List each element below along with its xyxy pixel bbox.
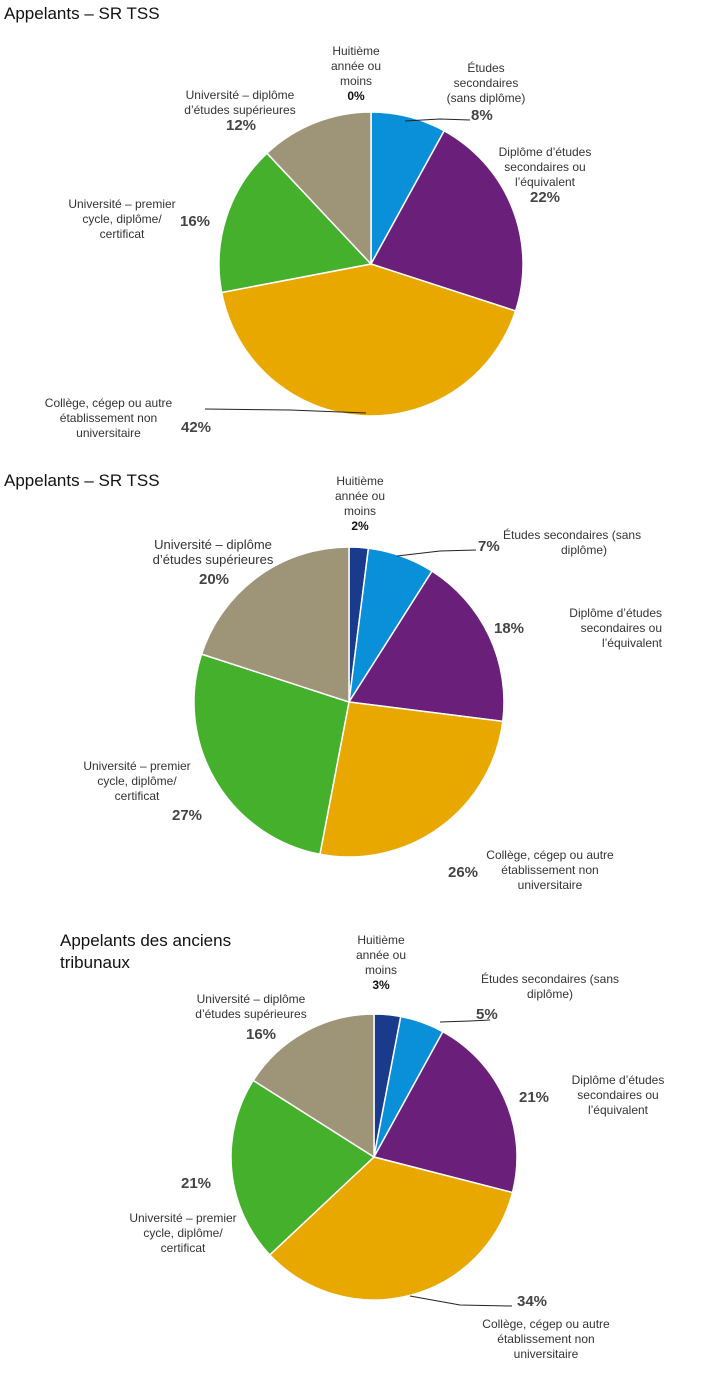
label-univ-premier: Université – premier cycle, diplôme/ cer… bbox=[129, 1211, 237, 1255]
leader-line-etudes-sans bbox=[404, 118, 471, 122]
pct-diplome-secondaire: 18% bbox=[494, 620, 525, 637]
pct-huitieme: 3% bbox=[372, 978, 390, 992]
pie-slice-college bbox=[220, 263, 517, 417]
label-college: Collège, cégep ou autre établissement no… bbox=[486, 848, 614, 892]
leader-line-college bbox=[409, 1295, 513, 1307]
label-univ-superieur: Université – diplôme d’études supérieure… bbox=[184, 88, 296, 117]
pie-slice-univ-superieur bbox=[252, 1013, 375, 1159]
pct-univ-superieur: 12% bbox=[226, 117, 257, 134]
pct-univ-premier: 27% bbox=[172, 807, 203, 824]
pie-chart-panel-2: Appelants – SR TSS Huitième année ou moi… bbox=[0, 462, 718, 922]
pie-chart-svg bbox=[193, 546, 505, 858]
label-diplome-secondaire: Diplôme d’études secondaires ou l’équiva… bbox=[571, 1073, 665, 1117]
pct-univ-superieur: 16% bbox=[246, 1026, 277, 1043]
label-etudes-sans: Études secondaires (sans diplôme) bbox=[446, 61, 526, 105]
label-diplome-secondaire: Diplôme d’études secondaires ou l’équiva… bbox=[485, 145, 605, 205]
label-college: Collège, cégep ou autre établissement no… bbox=[44, 396, 173, 440]
pie-slice-univ-premier bbox=[230, 1079, 376, 1256]
label-huitieme: Huitième année ou moins 3% bbox=[343, 933, 419, 993]
leader-line-etudes-sans bbox=[439, 1019, 491, 1023]
label-univ-superieur: Université – diplôme d’études supérieure… bbox=[195, 992, 307, 1021]
pct-univ-premier: 21% bbox=[181, 1175, 212, 1192]
pie-chart-panel-3: Appelants des anciens tribunaux Huitième… bbox=[0, 925, 718, 1390]
label-univ-premier: Université – premier cycle, diplôme/ cer… bbox=[83, 759, 191, 803]
pie-chart-svg bbox=[230, 1013, 518, 1307]
pct-diplome-secondaire: 21% bbox=[519, 1089, 550, 1106]
chart-title: Appelants – SR TSS bbox=[4, 471, 160, 490]
chart-title: Appelants – SR TSS bbox=[4, 4, 160, 23]
label-univ-superieur: Université – diplôme d’études supérieure… bbox=[152, 537, 274, 567]
pie-chart-panel-1: Appelants – SR TSS Huitième année ou moi… bbox=[0, 0, 718, 455]
label-etudes-sans: Études secondaires (sans diplôme) bbox=[503, 528, 642, 557]
pie-slice-college bbox=[319, 701, 504, 858]
label-univ-premier: Université – premier cycle, diplôme/ cer… bbox=[68, 197, 176, 241]
pie-slice-univ-superieur bbox=[200, 546, 350, 704]
pct-college: 26% bbox=[448, 864, 479, 881]
pie-slice-diplome-secondaire bbox=[372, 1030, 518, 1194]
pie-slice-univ-premier bbox=[218, 152, 373, 294]
chart-title: Appelants des anciens tribunaux bbox=[60, 931, 232, 972]
leader-line-college bbox=[204, 408, 367, 414]
pct-diplome-secondaire: 22% bbox=[529, 189, 561, 206]
label-etudes-sans: Études secondaires (sans diplôme) bbox=[480, 972, 620, 1001]
pie-chart-svg bbox=[204, 111, 524, 417]
pie-slice-univ-superieur bbox=[265, 111, 372, 266]
leader-line-etudes-sans bbox=[396, 549, 477, 557]
pct-college: 34% bbox=[517, 1293, 548, 1310]
pct-college: 42% bbox=[181, 419, 212, 436]
pie-slice-univ-premier bbox=[193, 653, 350, 856]
pct-etudes-sans: 7% bbox=[478, 538, 500, 555]
pct-univ-premier: 16% bbox=[180, 213, 211, 230]
pct-univ-superieur: 20% bbox=[199, 571, 230, 588]
pct-huitieme: 0% bbox=[347, 89, 365, 103]
pct-etudes-sans: 5% bbox=[476, 1006, 498, 1023]
pie-slice-diplome-secondaire bbox=[347, 570, 505, 723]
pie-slice-diplome-secondaire bbox=[369, 129, 524, 312]
label-huitieme: Huitième année ou moins 0% bbox=[318, 44, 394, 104]
pie-slice-college bbox=[268, 1156, 514, 1301]
label-college: Collège, cégep ou autre établissement no… bbox=[482, 1317, 610, 1361]
pct-huitieme: 2% bbox=[351, 519, 369, 533]
label-diplome-secondaire: Diplôme d’études secondaires ou l’équiva… bbox=[569, 606, 662, 650]
label-huitieme: Huitième année ou moins 2% bbox=[322, 474, 398, 534]
pct-etudes-sans: 8% bbox=[471, 107, 493, 124]
